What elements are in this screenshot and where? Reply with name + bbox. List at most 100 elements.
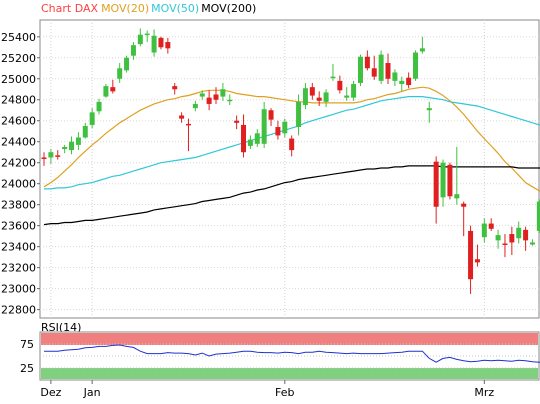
candle-body <box>110 87 115 91</box>
candle-body <box>165 42 170 48</box>
candle-body <box>97 102 102 111</box>
candle-body <box>186 124 191 126</box>
candle-body <box>220 89 225 96</box>
candle-body <box>324 92 329 101</box>
y-tick-label: 24000 <box>1 178 36 191</box>
candle-body <box>379 55 384 81</box>
candle-body <box>275 127 280 135</box>
rsi-tick-label: 75 <box>20 338 34 351</box>
candle-body <box>158 38 163 47</box>
y-tick-label: 25400 <box>1 31 36 44</box>
y-tick-label: 25000 <box>1 73 36 86</box>
candle-body <box>358 57 363 83</box>
y-tick-label: 23600 <box>1 220 36 233</box>
candle-body <box>303 88 308 105</box>
candle-body <box>76 138 81 145</box>
candle-body <box>461 204 466 207</box>
candle-body <box>200 93 205 96</box>
candle-body <box>468 231 473 279</box>
candle-body <box>172 86 177 89</box>
x-tick-label: Dez <box>40 386 61 399</box>
legend-item: MOV(20) <box>101 2 149 15</box>
rsi-overbought-zone <box>41 333 538 345</box>
candle-body <box>399 81 404 84</box>
candle-body <box>42 157 47 159</box>
candle-body <box>434 162 439 207</box>
candle-body <box>392 72 397 80</box>
candle-body <box>103 86 108 96</box>
candle-body <box>441 163 446 198</box>
candle-body <box>344 96 349 98</box>
y-tick-label: 23800 <box>1 199 36 212</box>
y-tick-label: 24200 <box>1 157 36 170</box>
candle-body <box>179 115 184 118</box>
candle-body <box>475 259 480 262</box>
candle-body <box>117 68 122 78</box>
legend-title: Chart DAX <box>41 2 99 15</box>
candle-body <box>447 165 452 196</box>
candle-body <box>406 78 411 85</box>
candle-body <box>124 58 129 71</box>
candle-body <box>351 84 356 98</box>
candle-body <box>482 224 487 238</box>
candle-body <box>523 230 528 240</box>
y-tick-label: 25200 <box>1 52 36 65</box>
candle-body <box>145 34 150 36</box>
x-tick-label: Feb <box>275 386 294 399</box>
candle-body <box>454 194 459 198</box>
candle-body <box>138 35 143 44</box>
candle-body <box>269 110 274 119</box>
candle-body <box>262 109 267 144</box>
candle-body <box>317 98 322 101</box>
candle-body <box>386 63 391 79</box>
y-tick-label: 24800 <box>1 94 36 107</box>
candle-body <box>193 104 198 108</box>
candle-body <box>496 235 501 240</box>
candle-body <box>241 125 246 152</box>
legend-item: MOV(200) <box>201 2 256 15</box>
candle-body <box>55 155 60 157</box>
candle-body <box>530 242 535 244</box>
candle-body <box>207 98 212 104</box>
candle-body <box>337 81 342 90</box>
candle-body <box>489 224 494 229</box>
candle-body <box>372 68 377 76</box>
candle-body <box>289 139 294 151</box>
candle-body <box>296 102 301 127</box>
candle-body <box>69 142 74 150</box>
legend-item: MOV(50) <box>151 2 199 15</box>
y-tick-label: 22800 <box>1 304 36 317</box>
candle-body <box>90 112 95 125</box>
candle-body <box>62 147 67 149</box>
candle-body <box>282 122 287 134</box>
candle-body <box>234 121 239 123</box>
y-tick-label: 23400 <box>1 241 36 254</box>
candle-body <box>365 57 370 69</box>
rsi-oversold-zone <box>41 368 538 379</box>
candle-body <box>255 133 260 143</box>
candle-body <box>131 45 136 55</box>
y-tick-label: 23200 <box>1 262 36 275</box>
x-tick-label: Jan <box>83 386 101 399</box>
x-tick-label: Mrz <box>474 386 494 399</box>
candle-body <box>502 244 507 246</box>
candle-body <box>310 87 315 95</box>
rsi-tick-label: 25 <box>20 362 34 375</box>
price-panel-frame <box>40 20 539 318</box>
candle-body <box>152 36 157 53</box>
candle-body <box>330 77 335 79</box>
candle-body <box>83 126 88 138</box>
y-tick-label: 24400 <box>1 136 36 149</box>
y-tick-label: 23000 <box>1 283 36 296</box>
candle-body <box>48 152 53 157</box>
y-tick-label: 24600 <box>1 115 36 128</box>
candle-body <box>516 228 521 238</box>
candle-body <box>427 108 432 110</box>
candle-body <box>248 140 253 146</box>
candle-body <box>413 53 418 79</box>
candle-body <box>509 234 514 242</box>
candle-body <box>214 95 219 100</box>
candle-body <box>227 100 232 102</box>
